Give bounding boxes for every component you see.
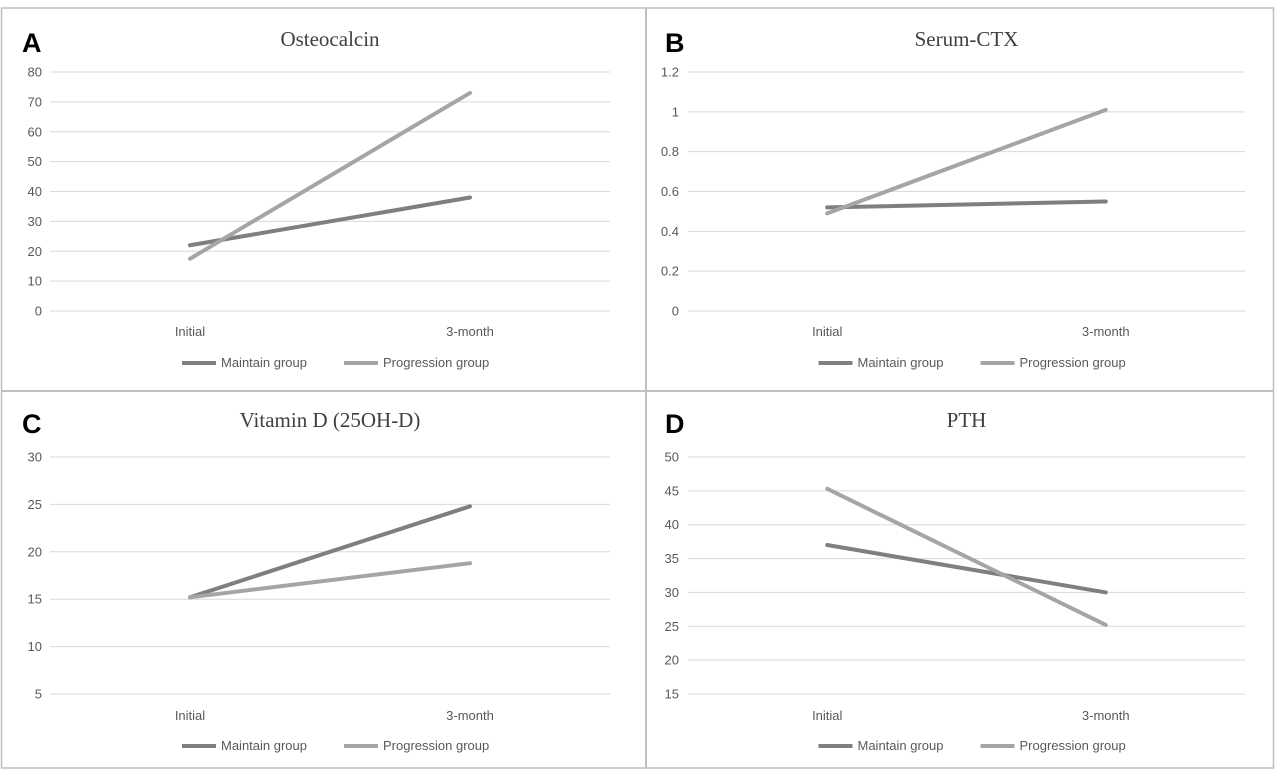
legend-label: Progression group bbox=[1020, 355, 1126, 370]
x-tick-label: 3-month bbox=[446, 708, 494, 723]
legend: Maintain group Progression group bbox=[182, 738, 489, 753]
y-tick-label: 20 bbox=[28, 544, 42, 559]
chart-title: Vitamin D (25OH-D) bbox=[240, 408, 421, 432]
panel-c: C Vitamin D (25OH-D) 5 10 15 20 25 30 Initial 3-m… bbox=[22, 408, 610, 753]
legend-label: Maintain group bbox=[858, 738, 944, 753]
y-tick-label: 0.6 bbox=[661, 184, 679, 199]
series-line-maintain bbox=[825, 199, 1108, 210]
x-tick-label: 3-month bbox=[446, 324, 494, 339]
legend-label: Progression group bbox=[383, 738, 489, 753]
series-line-maintain bbox=[825, 543, 1108, 595]
series-line-progression bbox=[825, 107, 1108, 216]
series-line-progression bbox=[825, 486, 1108, 627]
series-line-maintain bbox=[188, 504, 472, 600]
y-tick-label: 60 bbox=[28, 124, 42, 139]
y-tick-label: 10 bbox=[28, 639, 42, 654]
y-tick-label: 5 bbox=[35, 687, 42, 702]
y-tick-label: 0.4 bbox=[661, 224, 679, 239]
x-tick-label: Initial bbox=[175, 324, 205, 339]
panel-b: B Serum-CTX 0 0.2 0.4 0.6 0.8 1 1.2 Initial 3-mont… bbox=[661, 27, 1245, 370]
legend: Maintain group Progression group bbox=[182, 355, 489, 370]
legend: Maintain group Progression group bbox=[818, 355, 1126, 370]
legend-label: Progression group bbox=[383, 355, 489, 370]
legend-label: Progression group bbox=[1020, 738, 1126, 753]
y-tick-label: 25 bbox=[665, 619, 679, 634]
legend-label: Maintain group bbox=[221, 738, 307, 753]
panel-letter: B bbox=[665, 28, 685, 58]
y-tick-label: 0 bbox=[672, 304, 679, 319]
chart-title: Serum-CTX bbox=[915, 27, 1019, 51]
y-tick-label: 20 bbox=[665, 653, 679, 668]
y-tick-label: 20 bbox=[28, 244, 42, 259]
y-tick-label: 40 bbox=[28, 184, 42, 199]
panel-letter: C bbox=[22, 409, 42, 439]
panel-a: A Osteocalcin 0 10 20 30 40 50 60 70 80 Initial 3-mo… bbox=[22, 27, 610, 370]
x-tick-label: Initial bbox=[812, 708, 842, 723]
y-tick-label: 10 bbox=[28, 274, 42, 289]
y-tick-label: 15 bbox=[665, 687, 679, 702]
y-tick-label: 70 bbox=[28, 94, 42, 109]
x-tick-label: Initial bbox=[812, 324, 842, 339]
legend: Maintain group Progression group bbox=[818, 738, 1126, 753]
y-tick-label: 30 bbox=[28, 214, 42, 229]
series-line-progression bbox=[188, 561, 472, 600]
y-tick-label: 0.8 bbox=[661, 144, 679, 159]
chart-title: Osteocalcin bbox=[280, 27, 380, 51]
y-tick-label: 40 bbox=[665, 517, 679, 532]
x-tick-label: Initial bbox=[175, 708, 205, 723]
y-tick-label: 25 bbox=[28, 497, 42, 512]
y-tick-label: 45 bbox=[665, 483, 679, 498]
x-tick-label: 3-month bbox=[1082, 708, 1130, 723]
y-tick-label: 30 bbox=[665, 585, 679, 600]
legend-label: Maintain group bbox=[858, 355, 944, 370]
y-tick-label: 0.2 bbox=[661, 264, 679, 279]
y-tick-label: 35 bbox=[665, 551, 679, 566]
panel-d: D PTH 15 20 25 30 35 40 45 50 Initial 3-month Mainta… bbox=[665, 408, 1245, 753]
y-tick-label: 15 bbox=[28, 592, 42, 607]
y-tick-label: 50 bbox=[665, 450, 679, 465]
panel-letter: D bbox=[665, 409, 685, 439]
y-tick-label: 80 bbox=[28, 65, 42, 80]
chart-title: PTH bbox=[947, 408, 987, 432]
x-tick-label: 3-month bbox=[1082, 324, 1130, 339]
y-tick-label: 1.2 bbox=[661, 65, 679, 80]
series-line-maintain bbox=[188, 195, 472, 248]
y-tick-label: 30 bbox=[28, 450, 42, 465]
figure-frame bbox=[0, 7, 1275, 769]
series-line-progression bbox=[188, 90, 472, 261]
legend-label: Maintain group bbox=[221, 355, 307, 370]
y-tick-label: 1 bbox=[672, 104, 679, 119]
panel-letter: A bbox=[22, 28, 42, 58]
y-tick-label: 0 bbox=[35, 304, 42, 319]
y-tick-label: 50 bbox=[28, 154, 42, 169]
